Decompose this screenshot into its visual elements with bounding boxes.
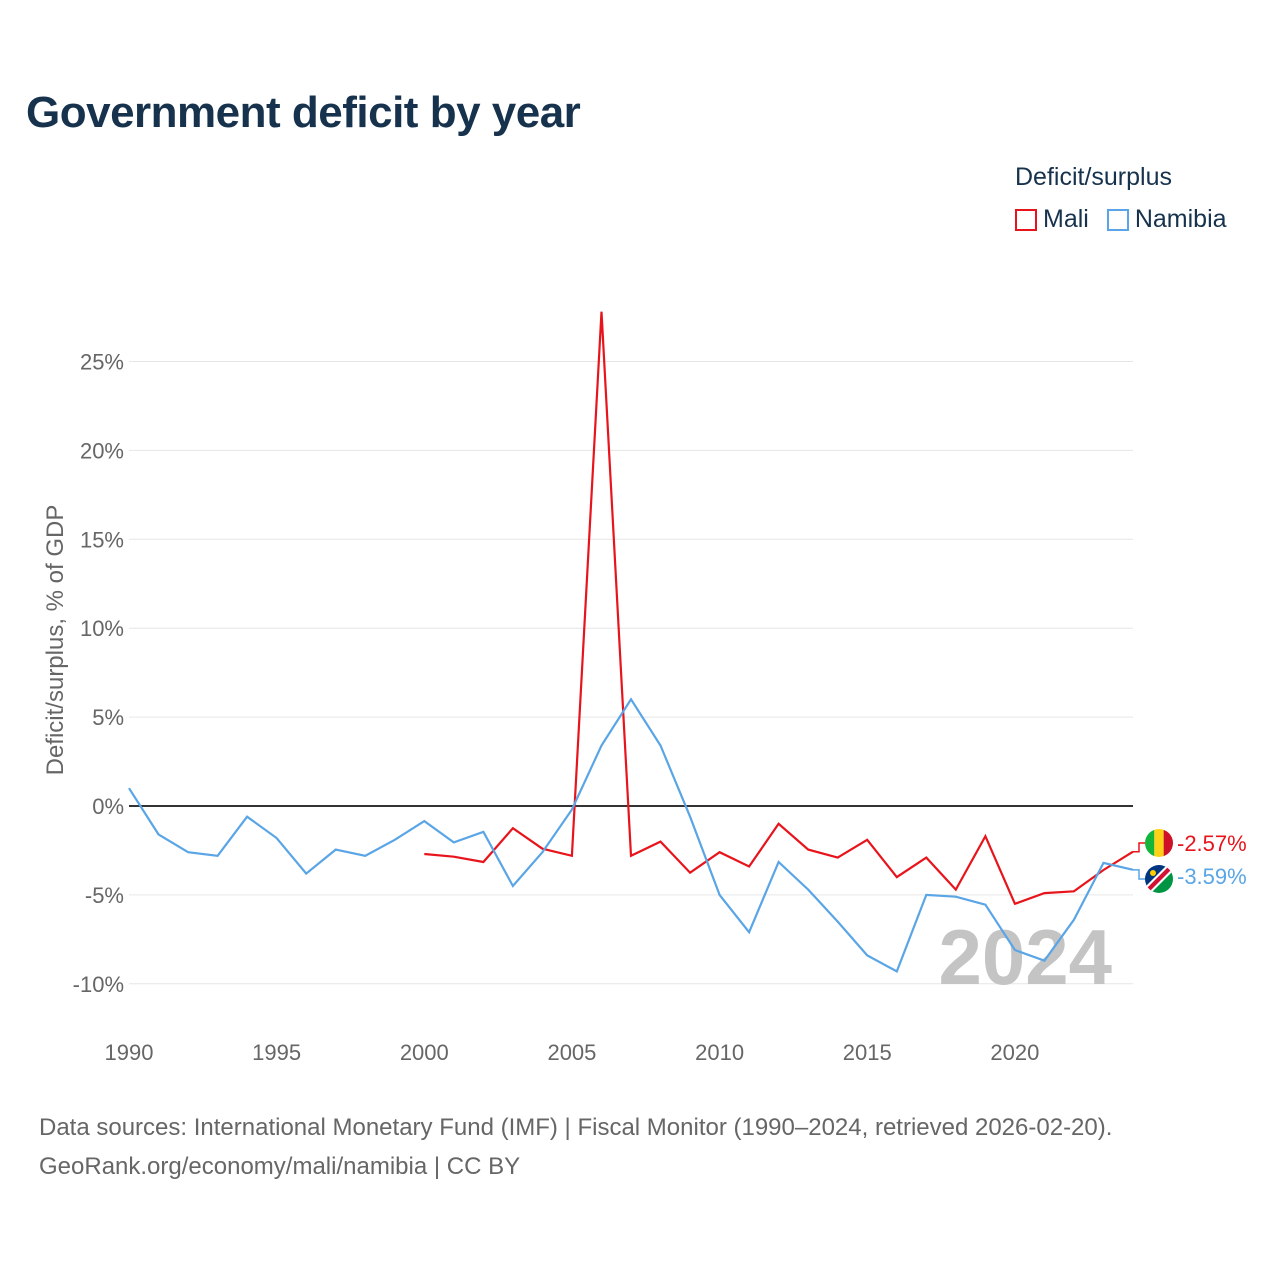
y-tick-label: -5% <box>85 883 124 908</box>
legend-swatch-mali <box>1015 208 1037 231</box>
y-tick-label: 15% <box>80 527 124 552</box>
series-line-mali <box>424 311 1134 906</box>
y-tick-label: 5% <box>92 705 124 730</box>
y-tick-label: -10% <box>73 972 124 997</box>
x-tick-label: 2005 <box>547 1040 596 1065</box>
source-note: Data sources: International Monetary Fun… <box>39 1108 1112 1186</box>
y-tick-label: 10% <box>80 616 124 641</box>
legend-title: Deficit/surplus <box>1015 163 1172 191</box>
source-line-2[interactable]: GeoRank.org/economy/mali/namibia | CC BY <box>39 1153 521 1180</box>
legend-item-mali[interactable]: Mali <box>1015 205 1089 234</box>
legend-swatch-namibia <box>1106 208 1129 231</box>
end-value-label-mali: -2.57% <box>1177 831 1247 856</box>
x-tick-label: 2000 <box>400 1040 449 1065</box>
legend-label-mali: Mali <box>1043 205 1089 233</box>
x-tick-label: 2010 <box>695 1040 744 1065</box>
legend: Mali Namibia <box>1015 205 1227 234</box>
legend-label-namibia: Namibia <box>1134 205 1227 233</box>
chart-title: Government deficit by year <box>26 88 581 137</box>
x-tick-label: 1995 <box>252 1040 301 1065</box>
end-value-label-namibia: -3.59% <box>1177 864 1247 889</box>
series-line-namibia <box>128 697 1134 973</box>
namibia-flag-icon <box>1145 865 1173 893</box>
source-line-1: Data sources: International Monetary Fun… <box>39 1114 1113 1141</box>
legend-item-namibia[interactable]: Namibia <box>1106 205 1227 234</box>
end-connector-mali <box>1133 842 1145 853</box>
y-tick-label: 25% <box>80 350 124 375</box>
x-tick-label: 2020 <box>990 1040 1039 1065</box>
x-tick-label: 2015 <box>843 1040 892 1065</box>
x-tick-label: 1990 <box>105 1040 154 1065</box>
mali-flag-icon <box>1145 829 1173 857</box>
year-watermark: 2024 <box>938 913 1112 1001</box>
y-tick-label: 20% <box>80 438 124 463</box>
y-tick-label: 0% <box>92 794 124 819</box>
end-connector-namibia <box>1133 869 1145 880</box>
